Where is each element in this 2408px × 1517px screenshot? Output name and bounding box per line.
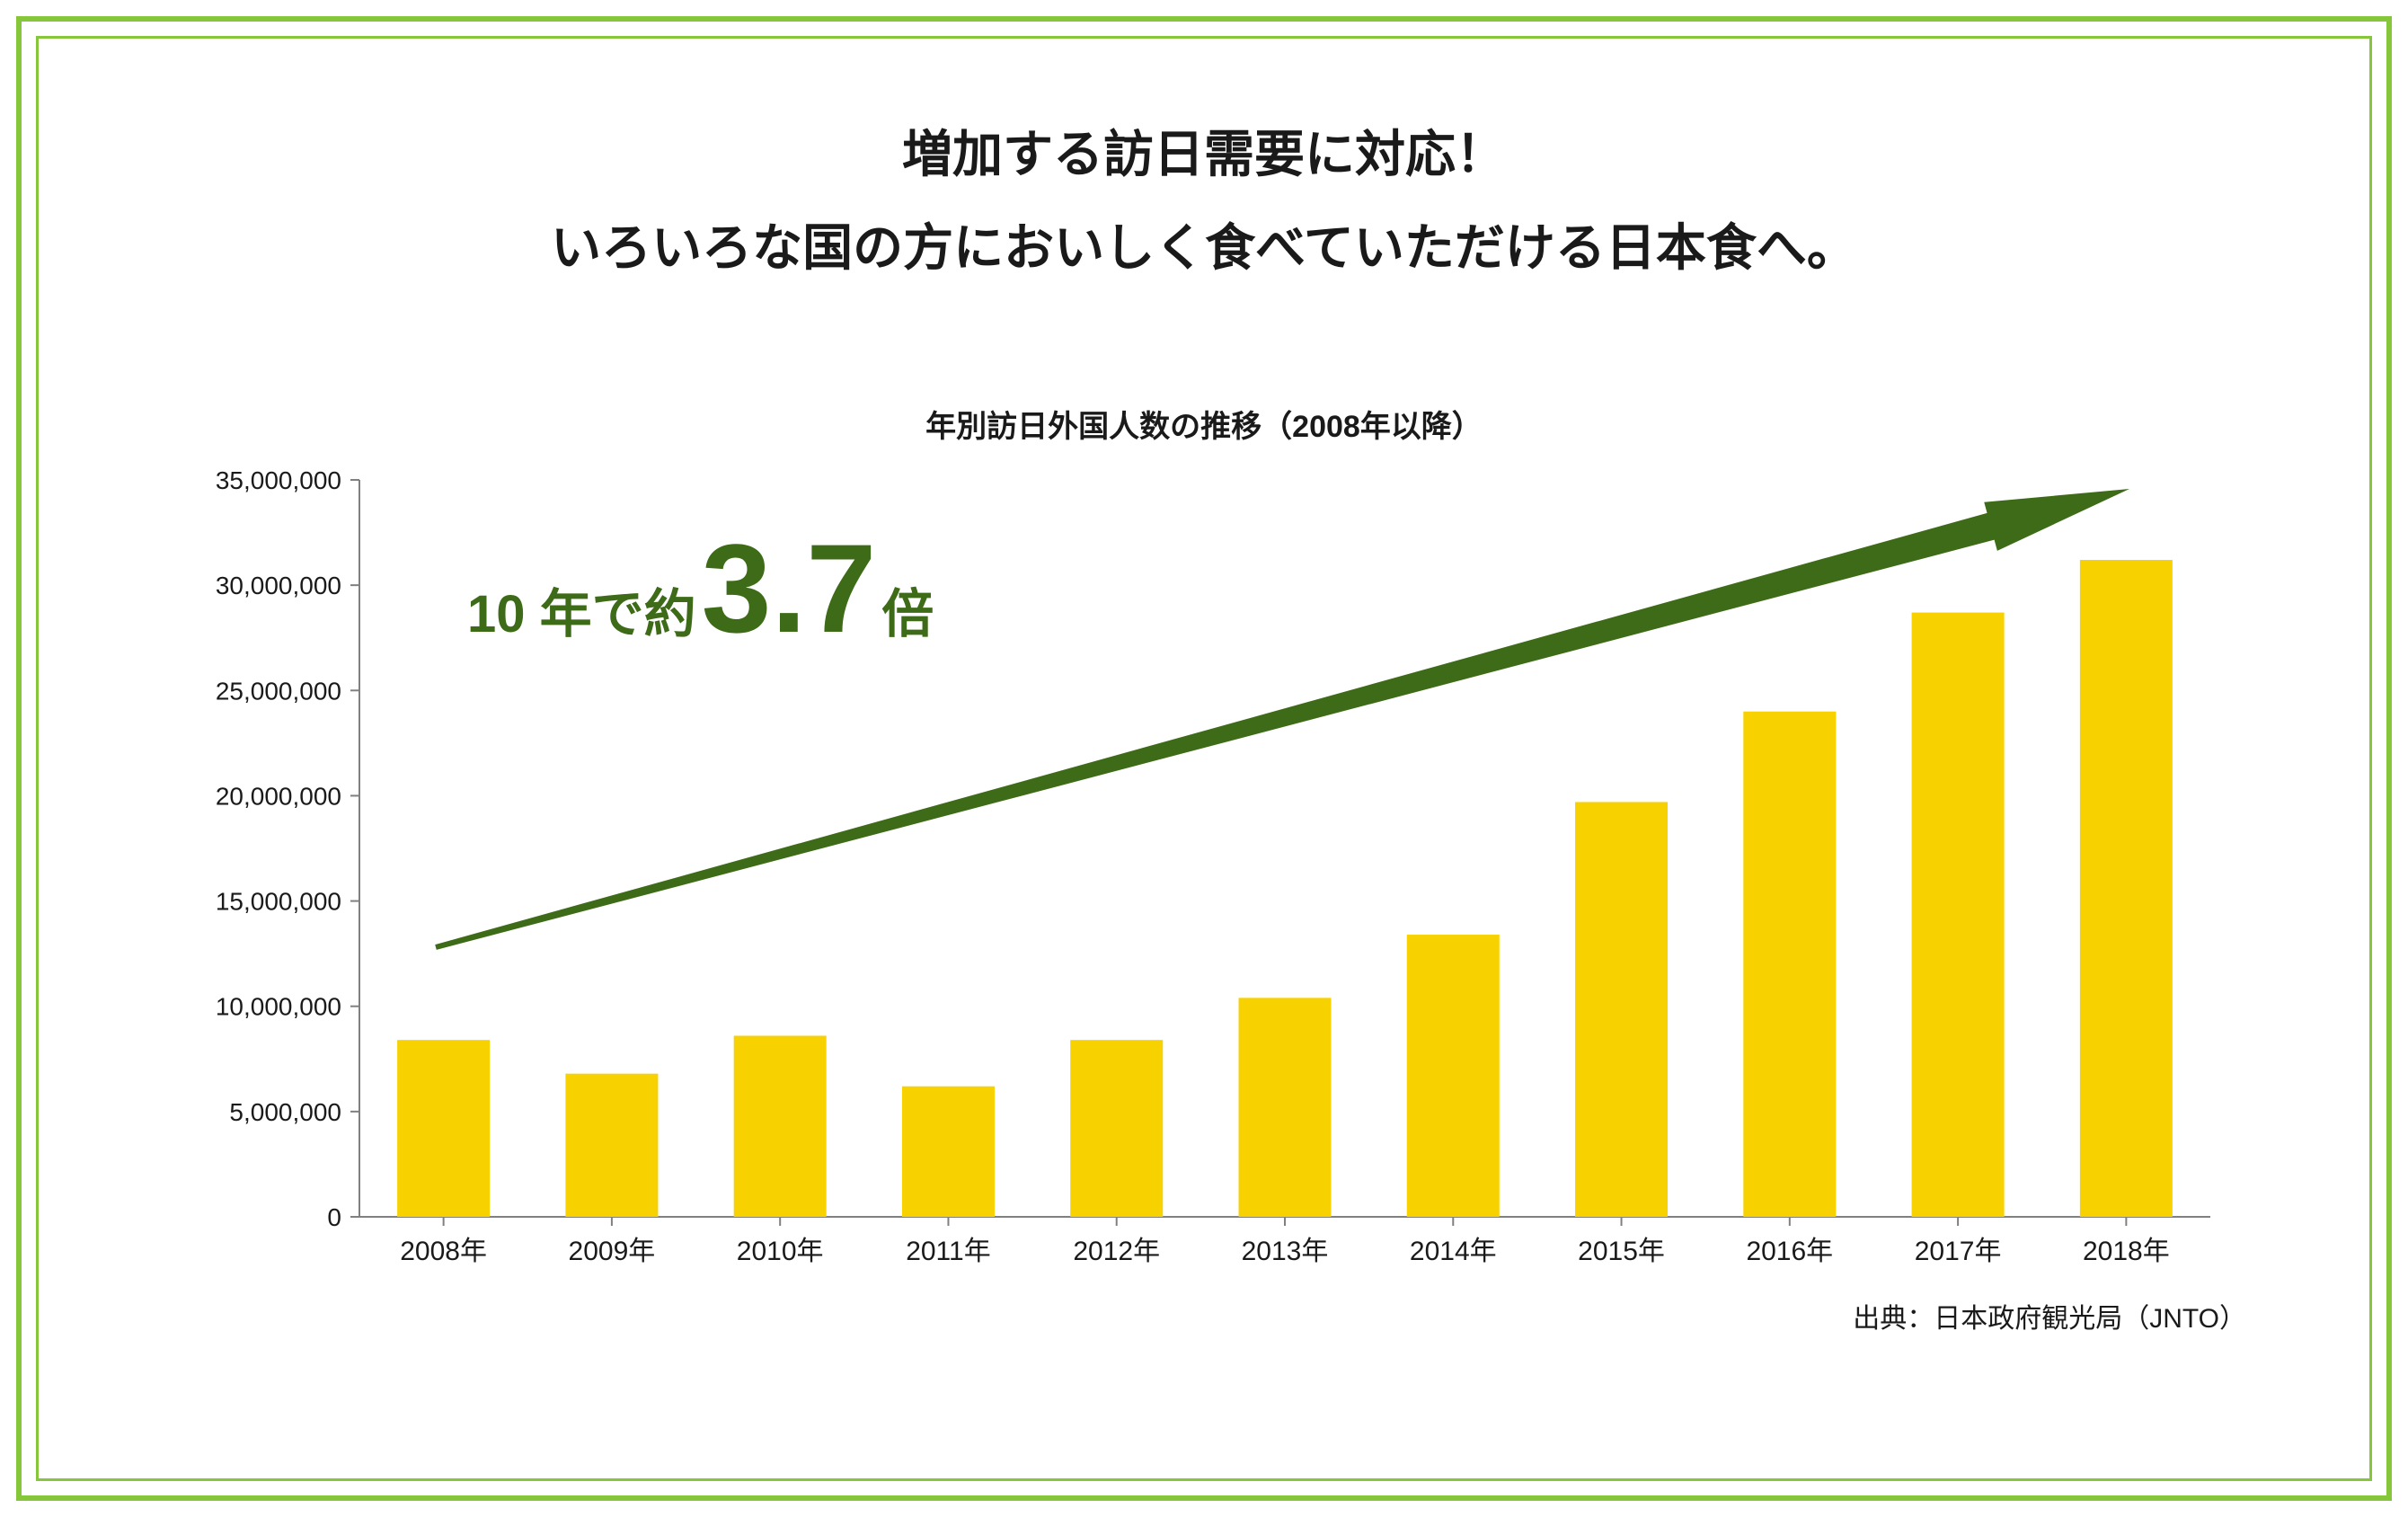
x-tick-label: 2011年 [906, 1237, 991, 1266]
x-tick-label: 2009年 [569, 1237, 656, 1266]
y-tick-label: 35,000,000 [216, 466, 341, 494]
y-tick-label: 15,000,000 [216, 888, 341, 916]
bar [397, 1040, 490, 1217]
bar [1575, 803, 1668, 1218]
callout-big: 3.7 [702, 516, 877, 661]
bar [734, 1036, 827, 1217]
x-tick-label: 2010年 [737, 1237, 824, 1266]
callout-suffix: 倍 [881, 572, 934, 647]
growth-callout: 10 年で約 3.7 倍 [467, 516, 934, 661]
x-tick-label: 2017年 [1915, 1237, 2002, 1266]
bar [1743, 712, 1836, 1217]
x-tick-label: 2008年 [400, 1237, 487, 1266]
y-tick-label: 25,000,000 [216, 677, 341, 705]
headline-line2: いろいろな国の方においしく食べていただける日本食へ。 [551, 201, 1857, 295]
y-tick-label: 10,000,000 [216, 993, 341, 1021]
chart-title: 年別訪日外国人数の推移（2008年以降） [925, 402, 1483, 446]
y-tick-label: 30,000,000 [216, 572, 341, 599]
headline-line1: 増加する訪日需要に対応！ [551, 108, 1857, 201]
bar [1407, 935, 1500, 1217]
y-tick-label: 5,000,000 [229, 1098, 341, 1126]
x-tick-label: 2012年 [1073, 1237, 1160, 1266]
bar [902, 1087, 995, 1217]
chart-wrap: （単位：人）05,000,00010,000,00015,000,00020,0… [162, 462, 2246, 1280]
y-tick-label: 20,000,000 [216, 783, 341, 811]
bar [2080, 560, 2173, 1217]
bar [1912, 613, 2005, 1217]
y-tick-label: 0 [327, 1203, 341, 1231]
bar [1239, 998, 1332, 1218]
content-area: 増加する訪日需要に対応！ いろいろな国の方においしく食べていただける日本食へ。 … [54, 54, 2354, 1463]
bar [1070, 1040, 1163, 1217]
x-tick-label: 2013年 [1242, 1237, 1329, 1266]
callout-prefix: 10 年で約 [467, 572, 696, 647]
x-tick-label: 2016年 [1746, 1237, 1833, 1266]
bar [565, 1074, 658, 1217]
x-tick-label: 2018年 [2083, 1237, 2170, 1266]
source-citation: 出典：日本政府観光局（JNTO） [1853, 1296, 2246, 1335]
headline: 増加する訪日需要に対応！ いろいろな国の方においしく食べていただける日本食へ。 [551, 108, 1857, 294]
x-tick-label: 2015年 [1578, 1237, 1665, 1266]
x-tick-label: 2014年 [1410, 1237, 1497, 1266]
